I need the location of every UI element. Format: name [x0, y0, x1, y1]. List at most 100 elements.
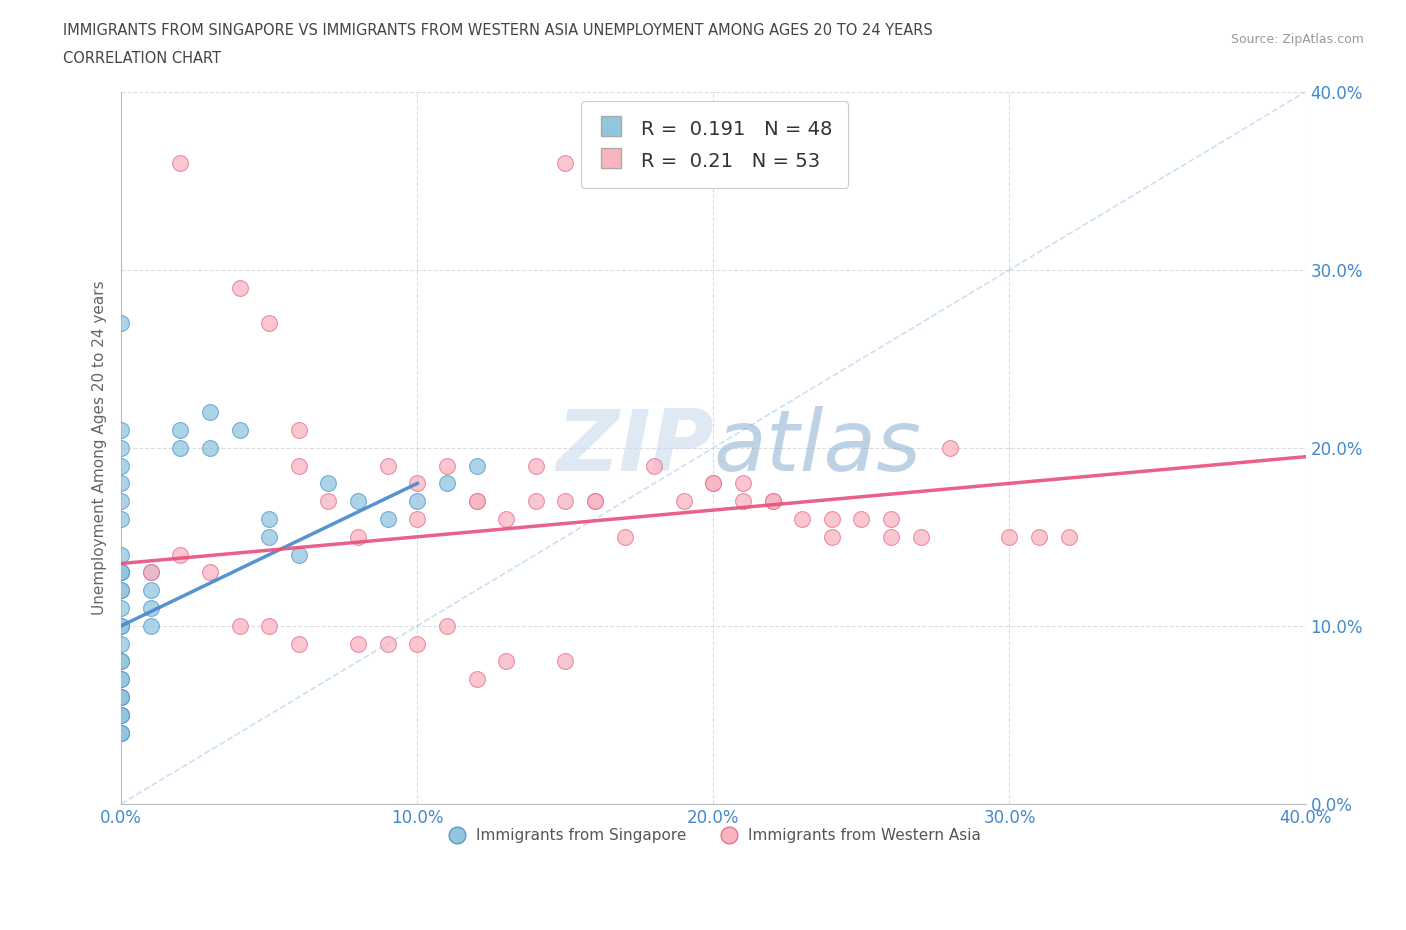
Point — [169, 422, 191, 437]
Point — [318, 476, 340, 491]
Point — [259, 316, 281, 331]
Point — [377, 512, 399, 526]
Point — [110, 708, 132, 723]
Point — [139, 618, 162, 633]
Point — [110, 689, 132, 704]
Point — [198, 565, 221, 579]
Point — [110, 512, 132, 526]
Point — [110, 565, 132, 579]
Point — [583, 494, 606, 509]
Point — [495, 512, 517, 526]
Point — [731, 494, 754, 509]
Point — [110, 636, 132, 651]
Point — [465, 458, 488, 473]
Point — [436, 618, 458, 633]
Point — [110, 671, 132, 686]
Point — [259, 512, 281, 526]
Legend: Immigrants from Singapore, Immigrants from Western Asia: Immigrants from Singapore, Immigrants fr… — [440, 822, 987, 850]
Point — [702, 476, 724, 491]
Point — [465, 494, 488, 509]
Point — [110, 565, 132, 579]
Point — [288, 547, 311, 562]
Point — [761, 494, 783, 509]
Point — [672, 494, 695, 509]
Point — [110, 565, 132, 579]
Text: IMMIGRANTS FROM SINGAPORE VS IMMIGRANTS FROM WESTERN ASIA UNEMPLOYMENT AMONG AGE: IMMIGRANTS FROM SINGAPORE VS IMMIGRANTS … — [63, 23, 934, 38]
Point — [110, 316, 132, 331]
Point — [939, 440, 962, 455]
Point — [347, 494, 370, 509]
Point — [377, 458, 399, 473]
Point — [583, 494, 606, 509]
Point — [761, 494, 783, 509]
Point — [554, 494, 576, 509]
Point — [998, 529, 1021, 544]
Point — [110, 708, 132, 723]
Point — [169, 547, 191, 562]
Point — [228, 280, 250, 295]
Point — [110, 654, 132, 669]
Point — [465, 671, 488, 686]
Point — [792, 512, 814, 526]
Point — [880, 512, 903, 526]
Point — [139, 601, 162, 616]
Point — [731, 476, 754, 491]
Point — [377, 636, 399, 651]
Point — [436, 476, 458, 491]
Point — [554, 155, 576, 170]
Point — [259, 618, 281, 633]
Point — [613, 529, 636, 544]
Point — [198, 405, 221, 419]
Point — [110, 494, 132, 509]
Point — [110, 476, 132, 491]
Point — [110, 618, 132, 633]
Point — [169, 440, 191, 455]
Point — [643, 458, 665, 473]
Text: atlas: atlas — [713, 406, 921, 489]
Point — [110, 708, 132, 723]
Text: Source: ZipAtlas.com: Source: ZipAtlas.com — [1230, 33, 1364, 46]
Point — [110, 422, 132, 437]
Point — [524, 494, 547, 509]
Point — [139, 583, 162, 598]
Point — [910, 529, 932, 544]
Point — [110, 583, 132, 598]
Point — [406, 636, 429, 651]
Point — [259, 529, 281, 544]
Point — [702, 476, 724, 491]
Point — [465, 494, 488, 509]
Point — [288, 422, 311, 437]
Point — [110, 725, 132, 740]
Text: ZIP: ZIP — [555, 406, 713, 489]
Point — [110, 654, 132, 669]
Point — [880, 529, 903, 544]
Point — [851, 512, 873, 526]
Point — [406, 494, 429, 509]
Point — [110, 458, 132, 473]
Y-axis label: Unemployment Among Ages 20 to 24 years: Unemployment Among Ages 20 to 24 years — [93, 281, 107, 615]
Point — [1028, 529, 1050, 544]
Point — [524, 458, 547, 473]
Point — [347, 636, 370, 651]
Point — [110, 725, 132, 740]
Point — [110, 601, 132, 616]
Point — [110, 618, 132, 633]
Point — [110, 689, 132, 704]
Point — [821, 529, 844, 544]
Point — [169, 155, 191, 170]
Point — [554, 654, 576, 669]
Point — [110, 440, 132, 455]
Point — [1057, 529, 1080, 544]
Point — [228, 422, 250, 437]
Text: CORRELATION CHART: CORRELATION CHART — [63, 51, 221, 66]
Point — [406, 476, 429, 491]
Point — [139, 565, 162, 579]
Point — [288, 636, 311, 651]
Point — [110, 583, 132, 598]
Point — [110, 547, 132, 562]
Point — [198, 440, 221, 455]
Point — [821, 512, 844, 526]
Point — [288, 458, 311, 473]
Point — [228, 618, 250, 633]
Point — [110, 725, 132, 740]
